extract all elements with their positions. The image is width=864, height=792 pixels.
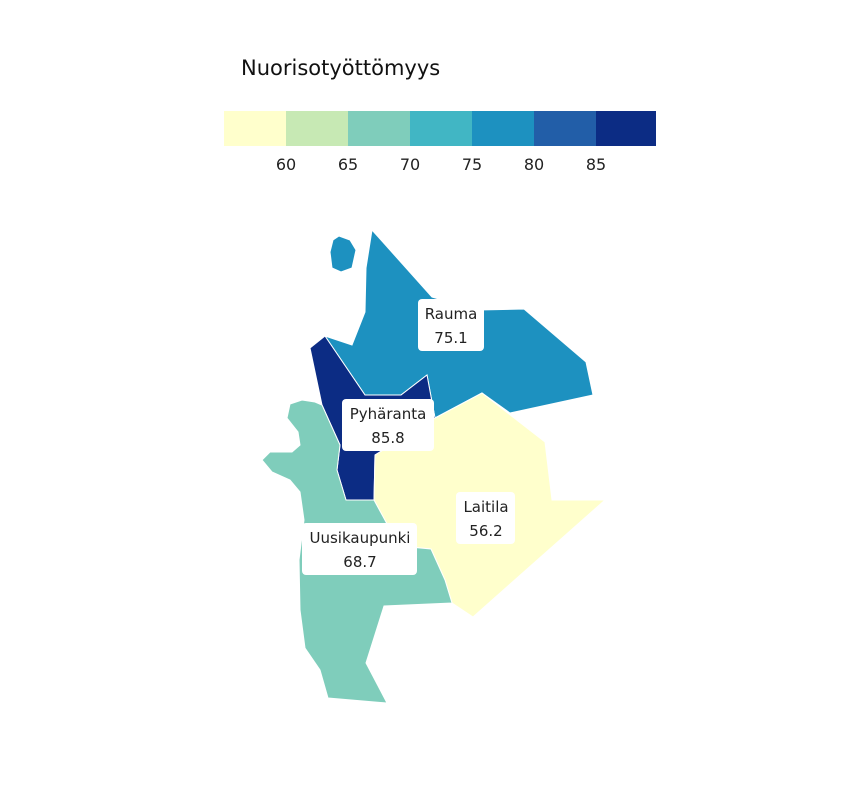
label-uusikaupunki-value: 68.7 [343, 553, 376, 571]
legend-tick-70: 70 [400, 155, 420, 174]
legend-bin-1 [286, 111, 348, 146]
label-pyharanta-box [342, 399, 434, 451]
label-rauma-name: Rauma [425, 305, 478, 323]
legend-tick-75: 75 [462, 155, 482, 174]
legend-tick-60: 60 [276, 155, 296, 174]
color-legend: 60 65 70 75 80 85 [224, 111, 656, 174]
label-uusikaupunki-box [302, 523, 417, 575]
legend-tick-80: 80 [524, 155, 544, 174]
legend-tick-85: 85 [586, 155, 606, 174]
label-rauma: Rauma 75.1 [418, 299, 484, 351]
label-pyharanta-name: Pyhäranta [350, 405, 427, 423]
label-uusikaupunki: Uusikaupunki 68.7 [302, 523, 417, 575]
label-rauma-value: 75.1 [434, 329, 467, 347]
legend-title: Nuorisotyöttömyys [241, 56, 441, 80]
legend-bin-5 [534, 111, 596, 146]
label-pyharanta: Pyhäranta 85.8 [342, 399, 434, 451]
label-rauma-box [418, 299, 484, 351]
legend-tick-65: 65 [338, 155, 358, 174]
label-laitila-value: 56.2 [469, 522, 502, 540]
legend-bin-3 [410, 111, 472, 146]
region-rauma-island[interactable] [329, 235, 357, 273]
label-laitila-name: Laitila [463, 498, 508, 516]
legend-bin-6 [596, 111, 656, 146]
label-laitila-box [456, 492, 515, 544]
label-laitila: Laitila 56.2 [456, 492, 515, 544]
label-uusikaupunki-name: Uusikaupunki [310, 529, 411, 547]
label-pyharanta-value: 85.8 [371, 429, 404, 447]
legend-bin-4 [472, 111, 534, 146]
legend-bin-2 [348, 111, 410, 146]
legend-bin-0 [224, 111, 286, 146]
